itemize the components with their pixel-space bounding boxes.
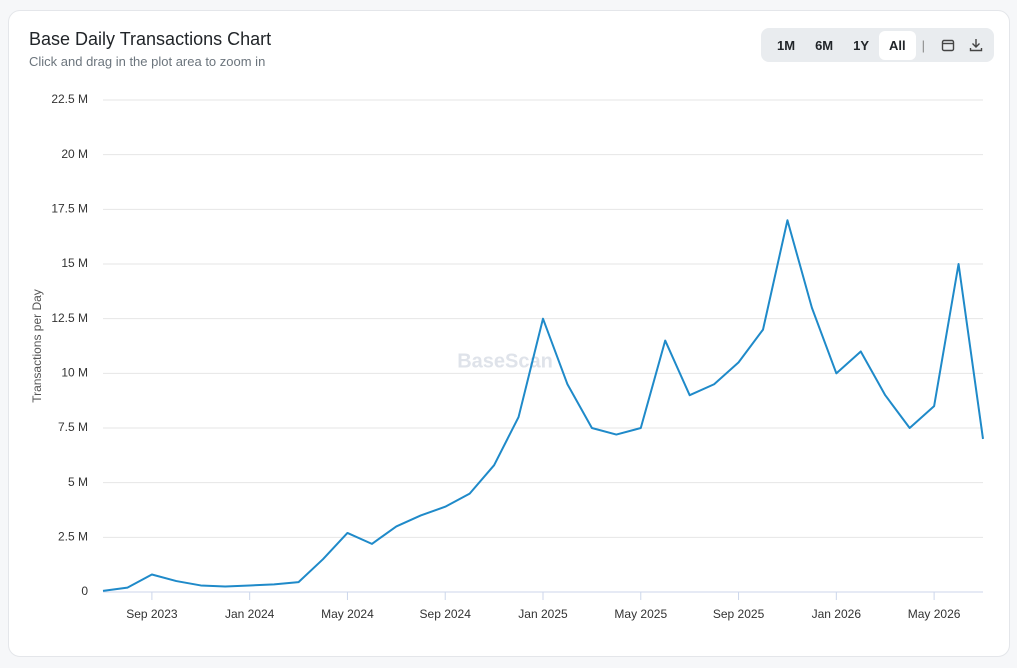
card: Base Daily Transactions Chart Click and … [8, 10, 1010, 657]
x-tick-label: Jan 2026 [812, 607, 862, 621]
y-tick-label: 5 M [68, 475, 88, 489]
data-line [102, 219, 984, 592]
x-tick-label: Sep 2023 [126, 607, 178, 621]
range-button[interactable]: 1Y [853, 37, 870, 53]
range-button[interactable]: All [879, 30, 916, 60]
y-tick-label: 2.5 M [58, 530, 88, 544]
y-tick-label: 0 [81, 584, 88, 598]
y-tick-label: 17.5 M [51, 202, 88, 216]
x-tick-label: Jan 2024 [225, 607, 275, 621]
y-tick-label: 10 M [61, 366, 88, 380]
x-tick-label: Sep 2024 [420, 607, 472, 621]
x-tick-label: May 2025 [614, 607, 667, 621]
download-icon[interactable] [969, 38, 983, 52]
range-buttons: 1M 6M 1Y All | [761, 28, 994, 62]
range-button[interactable]: 6M [815, 37, 834, 53]
y-tick-label: 15 M [61, 256, 88, 270]
watermark: BaseScan [457, 350, 553, 372]
separator: | [921, 37, 926, 53]
y-axis-label: Transactions per Day [30, 289, 44, 403]
calendar-icon[interactable] [941, 38, 955, 52]
y-tick-label: 12.5 M [51, 311, 88, 325]
y-tick-label: 20 M [61, 147, 88, 161]
range-button[interactable]: 1M [777, 37, 796, 53]
chart-subtitle: Click and drag in the plot area to zoom … [29, 54, 266, 69]
x-tick-label: May 2026 [908, 607, 961, 621]
y-tick-label: 22.5 M [51, 92, 88, 106]
y-tick-label: 7.5 M [58, 420, 88, 434]
x-tick-label: May 2024 [321, 607, 374, 621]
x-tick-label: Sep 2025 [713, 607, 765, 621]
chart-title: Base Daily Transactions Chart [29, 29, 272, 49]
x-tick-label: Jan 2025 [518, 607, 568, 621]
